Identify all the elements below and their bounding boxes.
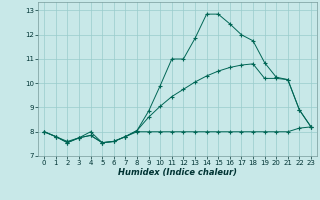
X-axis label: Humidex (Indice chaleur): Humidex (Indice chaleur) <box>118 168 237 177</box>
